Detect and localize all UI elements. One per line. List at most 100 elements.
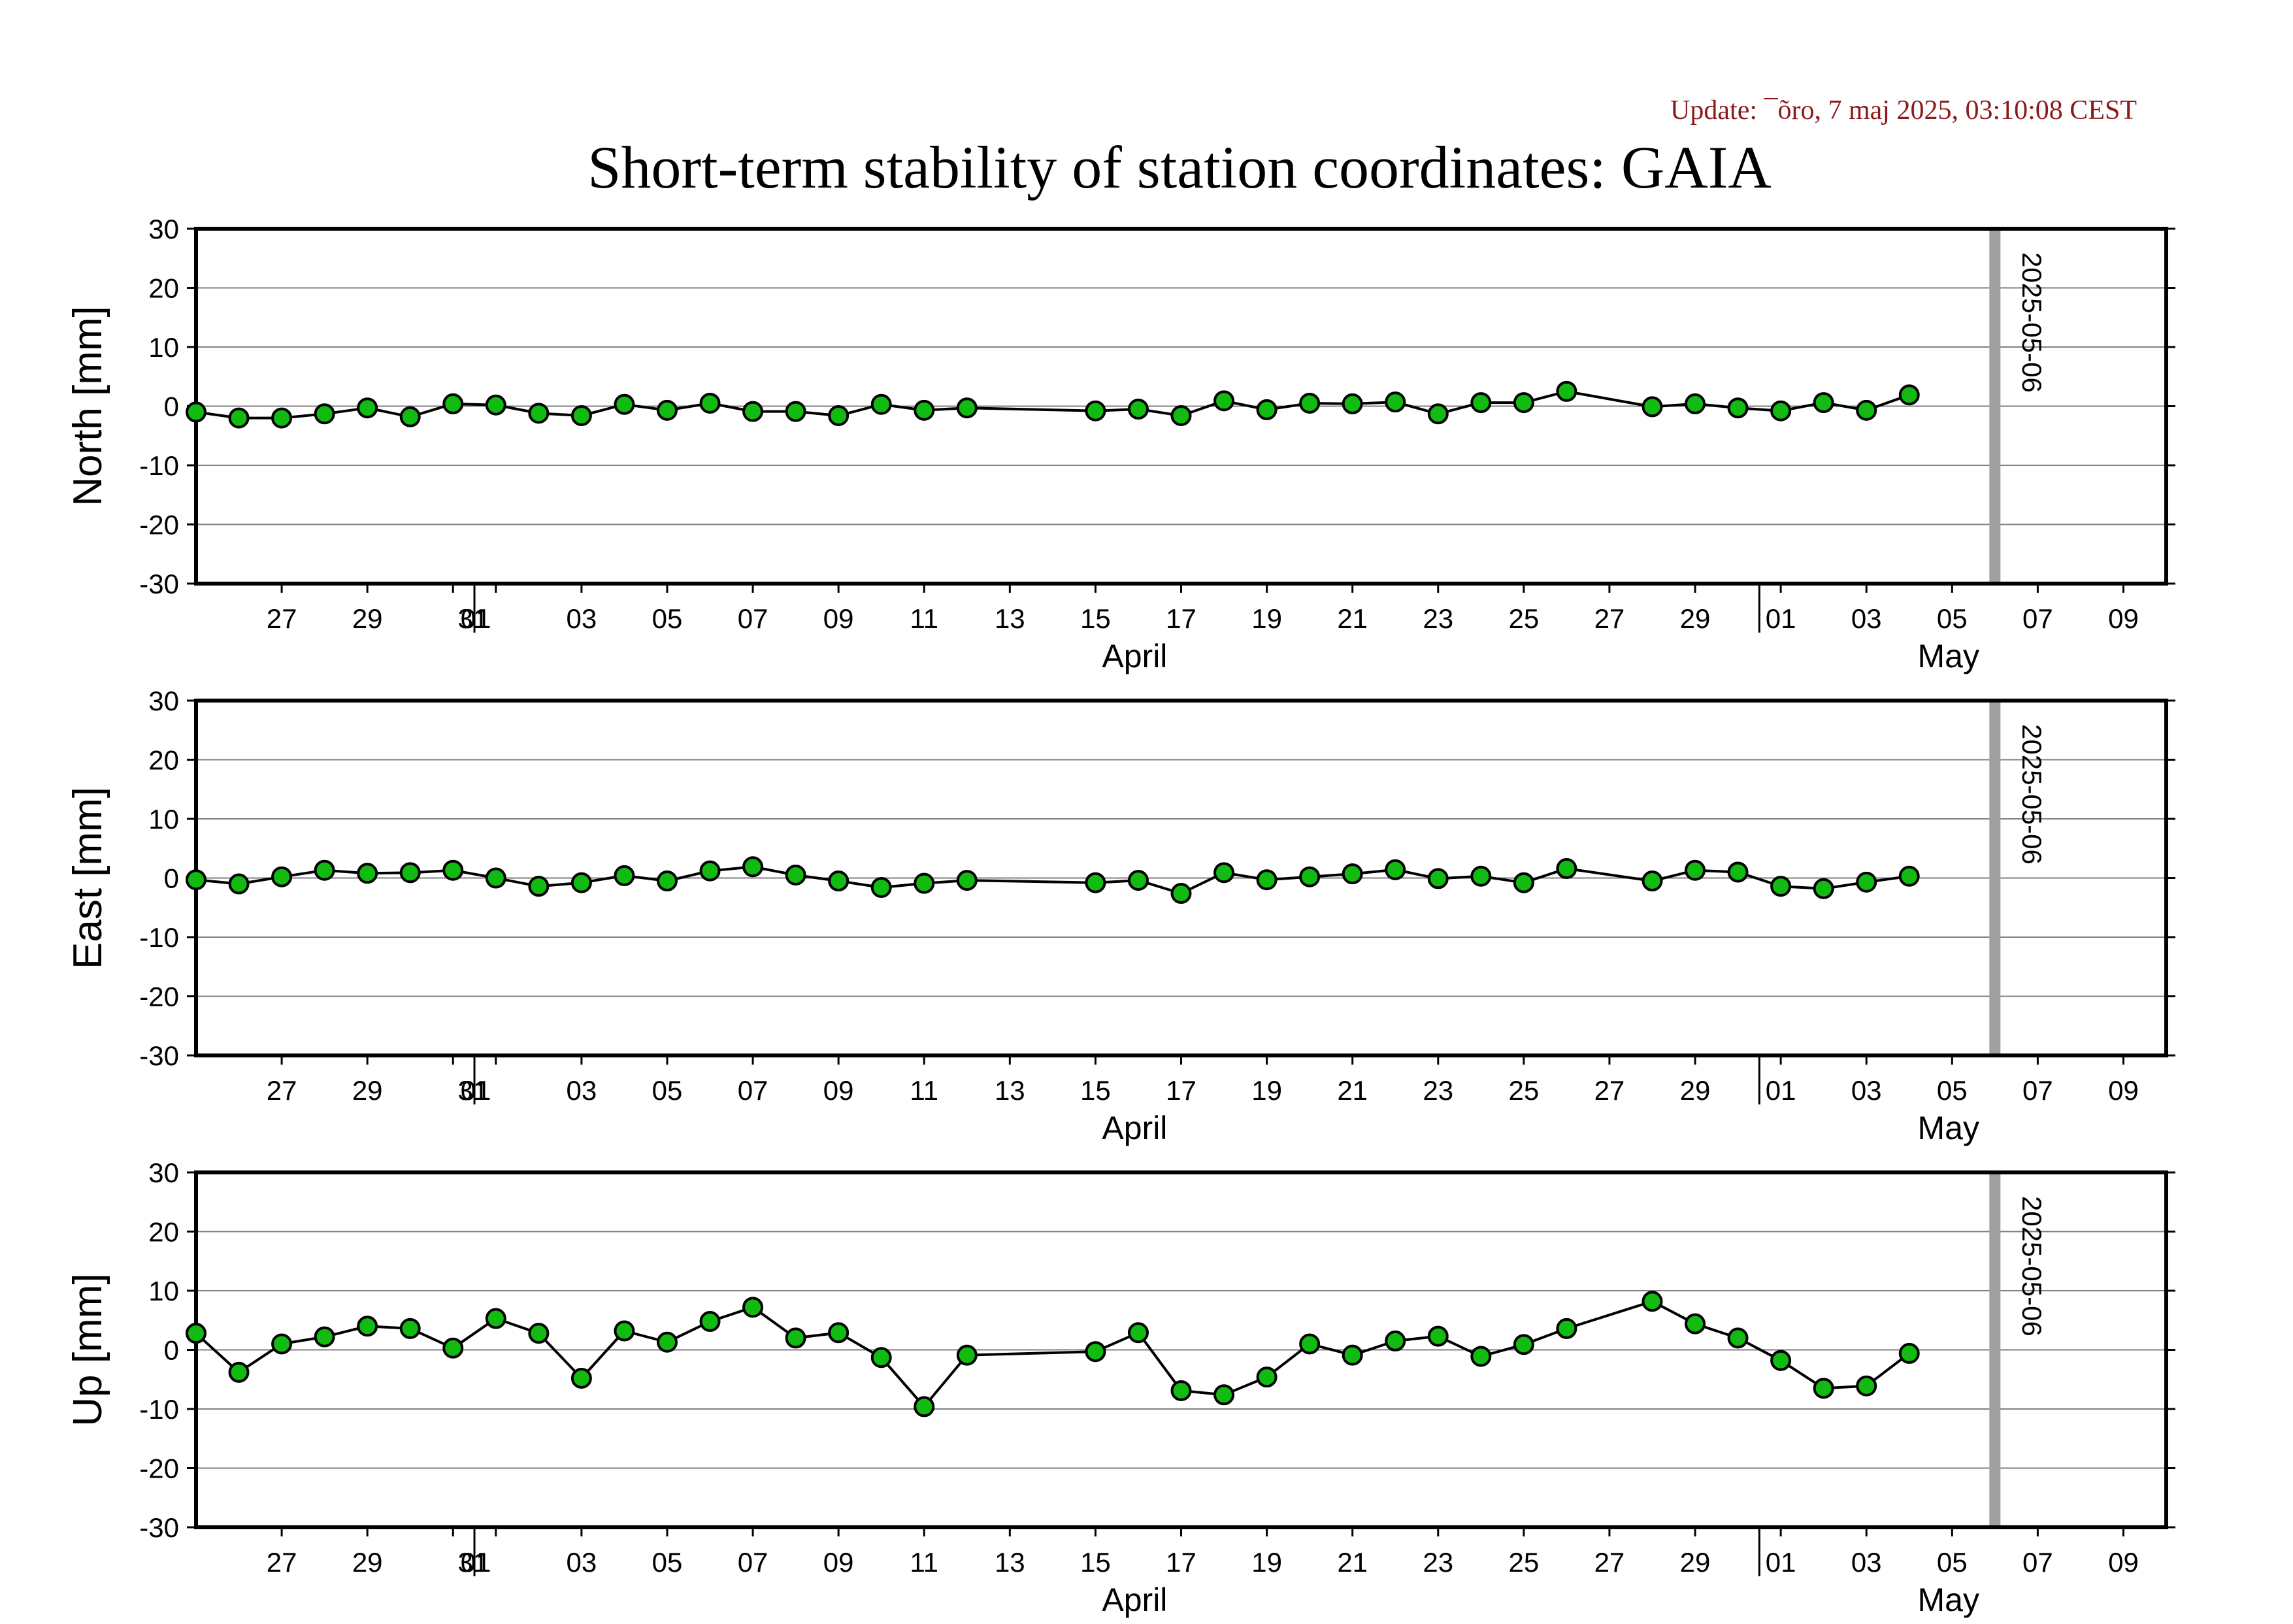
data-point bbox=[1513, 872, 1534, 893]
x-tick-label: 21 bbox=[1337, 1547, 1368, 1578]
x-tick-label: 23 bbox=[1423, 1075, 1453, 1106]
x-tick-label: 29 bbox=[352, 1075, 383, 1106]
y-tick-label: -20 bbox=[139, 982, 179, 1012]
data-point bbox=[1770, 876, 1792, 897]
y-tick-label: 10 bbox=[148, 332, 179, 363]
x-tick-label: 17 bbox=[1166, 603, 1196, 634]
x-tick-label: 09 bbox=[2108, 1547, 2139, 1578]
y-tick-label: 0 bbox=[164, 1335, 179, 1366]
data-point bbox=[399, 862, 421, 884]
x-tick-label: 31 bbox=[458, 1075, 489, 1106]
data-point bbox=[870, 1347, 892, 1368]
data-point bbox=[914, 399, 935, 421]
chart-panel: 2025-05-06 30 20 10 0 -10 -20 -30 North [mm] 27 29… bbox=[65, 214, 2175, 674]
data-point bbox=[785, 864, 806, 886]
x-tick-label: 05 bbox=[652, 1075, 683, 1106]
data-point bbox=[1685, 393, 1706, 414]
month-label: April bbox=[1102, 1110, 1167, 1146]
x-tick-label: 03 bbox=[567, 1547, 597, 1578]
data-point bbox=[570, 405, 592, 426]
x-tick-label: 09 bbox=[823, 1547, 854, 1578]
data-point bbox=[528, 403, 550, 424]
data-point bbox=[656, 870, 678, 892]
x-tick-label: 03 bbox=[567, 1075, 597, 1106]
x-tick-label: 01 bbox=[461, 603, 491, 634]
data-point bbox=[228, 873, 250, 895]
x-tick-label: 01 bbox=[461, 1547, 491, 1578]
x-tick-label: 23 bbox=[1423, 1547, 1453, 1578]
y-tick-label: 10 bbox=[148, 1276, 179, 1306]
data-point bbox=[1427, 1325, 1449, 1347]
y-axis-label: North [mm] bbox=[65, 306, 110, 506]
y-tick-label: 0 bbox=[164, 391, 179, 422]
data-point bbox=[1342, 863, 1363, 885]
data-point bbox=[742, 856, 764, 878]
data-point bbox=[1470, 1346, 1492, 1367]
x-tick-label: 29 bbox=[1680, 1547, 1711, 1578]
data-point bbox=[828, 405, 850, 426]
data-point bbox=[357, 397, 378, 419]
x-tick-label: 09 bbox=[2108, 603, 2139, 634]
data-point bbox=[1427, 868, 1449, 889]
y-tick-label: -30 bbox=[139, 1512, 179, 1543]
data-point bbox=[485, 867, 506, 889]
data-point bbox=[914, 1396, 935, 1417]
y-axis-label: East [mm] bbox=[65, 787, 110, 969]
x-tick-label: 19 bbox=[1251, 1075, 1282, 1106]
data-point bbox=[1856, 871, 1877, 893]
data-point bbox=[1127, 399, 1149, 420]
data-point bbox=[914, 872, 935, 894]
data-point bbox=[956, 397, 978, 419]
x-tick-label: 27 bbox=[1594, 1547, 1625, 1578]
data-point bbox=[1256, 869, 1278, 891]
month-label: April bbox=[1102, 1582, 1167, 1618]
y-tick-label: 30 bbox=[148, 1157, 179, 1188]
x-tick-label: 25 bbox=[1508, 1075, 1539, 1106]
data-point bbox=[828, 870, 850, 892]
data-point bbox=[828, 1322, 850, 1344]
x-tick-label: 07 bbox=[738, 1547, 768, 1578]
data-point bbox=[271, 866, 293, 887]
today-marker-label: 2025-05-06 bbox=[2017, 252, 2047, 393]
data-point bbox=[1299, 1333, 1321, 1355]
data-point bbox=[785, 1327, 806, 1349]
x-tick-label: 09 bbox=[823, 603, 854, 634]
data-point bbox=[1727, 1327, 1749, 1349]
y-tick-label: -10 bbox=[139, 922, 179, 953]
x-tick-label: 05 bbox=[1937, 1075, 1968, 1106]
data-point bbox=[271, 407, 293, 429]
data-point bbox=[186, 869, 206, 891]
y-tick-label: -30 bbox=[139, 569, 179, 599]
month-label: May bbox=[1918, 1110, 1979, 1146]
data-point bbox=[357, 1316, 378, 1337]
data-point bbox=[1385, 1330, 1406, 1351]
y-tick-label: 0 bbox=[164, 863, 179, 894]
data-point bbox=[1556, 858, 1577, 880]
x-tick-label: 05 bbox=[652, 603, 683, 634]
data-point bbox=[1427, 403, 1449, 425]
x-tick-label: 07 bbox=[2022, 1547, 2053, 1578]
x-tick-label: 15 bbox=[1080, 1075, 1111, 1106]
x-tick-label: 01 bbox=[1766, 1075, 1796, 1106]
data-point bbox=[314, 403, 335, 425]
data-point bbox=[485, 394, 506, 416]
data-point bbox=[1385, 391, 1406, 413]
x-tick-label: 27 bbox=[1594, 603, 1625, 634]
data-point bbox=[1127, 870, 1149, 891]
data-point bbox=[1470, 392, 1492, 414]
data-point bbox=[1727, 397, 1749, 419]
data-point bbox=[1641, 396, 1663, 418]
x-tick-label: 11 bbox=[910, 603, 938, 634]
y-tick-label: 20 bbox=[148, 1217, 179, 1248]
data-point bbox=[1856, 1375, 1877, 1397]
data-point bbox=[442, 859, 464, 881]
month-label: April bbox=[1102, 638, 1167, 674]
data-point bbox=[186, 1323, 206, 1344]
data-point bbox=[314, 1326, 335, 1348]
x-tick-label: 15 bbox=[1080, 1547, 1111, 1578]
data-point bbox=[1898, 384, 1920, 406]
x-tick-label: 11 bbox=[910, 1075, 938, 1106]
y-tick-label: 10 bbox=[148, 804, 179, 835]
data-point bbox=[442, 393, 464, 414]
x-tick-label: 29 bbox=[352, 603, 383, 634]
